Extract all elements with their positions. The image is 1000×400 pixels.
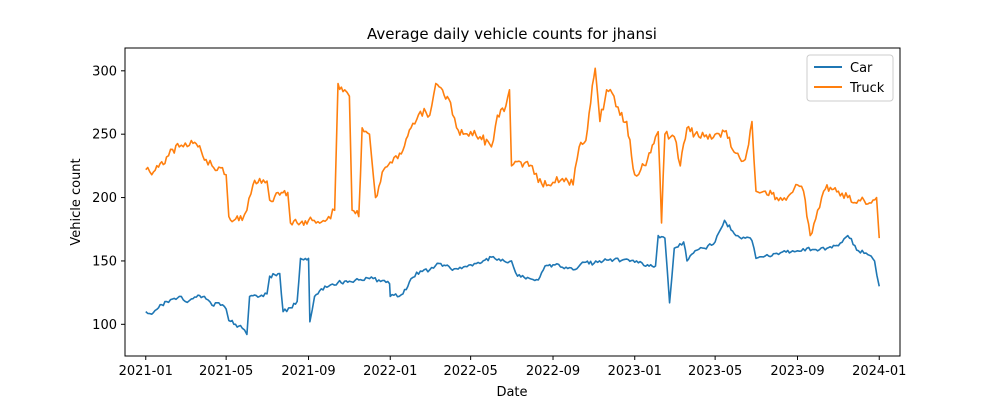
x-tick-label: 2023-05 <box>688 364 742 379</box>
x-tick-label: 2023-01 <box>608 364 662 379</box>
legend-label-truck: Truck <box>849 81 885 96</box>
chart-title: Average daily vehicle counts for jhansi <box>367 25 657 43</box>
x-tick-label: 2023-09 <box>770 364 824 379</box>
x-tick-label: 2021-09 <box>281 364 335 379</box>
y-tick-label: 100 <box>92 318 117 333</box>
x-axis: 2021-01 2021-05 2021-09 2022-01 2022-05 2022-… <box>119 356 906 379</box>
x-tick-label: 2022-01 <box>363 364 417 379</box>
y-axis-label: Vehicle count <box>69 158 84 245</box>
x-tick-label: 2021-05 <box>199 364 253 379</box>
series-line-truck <box>145 67 881 239</box>
x-tick-label: 2022-05 <box>443 364 497 379</box>
y-axis: 100 150 200 250 300 <box>92 64 125 333</box>
x-axis-label: Date <box>496 385 527 400</box>
x-tick-label: 2021-01 <box>119 364 173 379</box>
y-tick-label: 200 <box>92 191 117 206</box>
plot-area <box>145 67 881 336</box>
plot-frame <box>124 47 901 357</box>
y-tick-label: 250 <box>92 128 117 143</box>
y-tick-label: 150 <box>92 254 117 269</box>
series-line-car <box>145 219 881 336</box>
y-tick-label: 300 <box>92 64 117 79</box>
legend-label-car: Car <box>850 61 873 76</box>
legend: Car Truck <box>806 54 894 102</box>
x-tick-label: 2022-09 <box>526 364 580 379</box>
x-tick-label: 2024-01 <box>852 364 906 379</box>
